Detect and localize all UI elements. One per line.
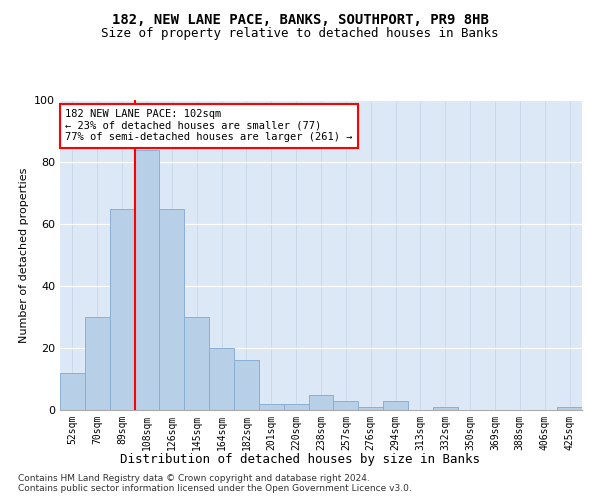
Bar — [209, 348, 234, 410]
Bar — [85, 317, 110, 410]
Bar — [259, 404, 284, 410]
Text: Contains HM Land Registry data © Crown copyright and database right 2024.: Contains HM Land Registry data © Crown c… — [18, 474, 370, 483]
Text: Distribution of detached houses by size in Banks: Distribution of detached houses by size … — [120, 452, 480, 466]
Bar — [60, 373, 85, 410]
Bar — [160, 208, 184, 410]
Bar — [110, 208, 134, 410]
Bar — [383, 400, 408, 410]
Bar — [433, 407, 458, 410]
Bar — [308, 394, 334, 410]
Bar — [234, 360, 259, 410]
Bar — [134, 150, 160, 410]
Text: 182 NEW LANE PACE: 102sqm
← 23% of detached houses are smaller (77)
77% of semi-: 182 NEW LANE PACE: 102sqm ← 23% of detac… — [65, 110, 353, 142]
Bar — [284, 404, 308, 410]
Text: Size of property relative to detached houses in Banks: Size of property relative to detached ho… — [101, 28, 499, 40]
Bar — [334, 400, 358, 410]
Text: 182, NEW LANE PACE, BANKS, SOUTHPORT, PR9 8HB: 182, NEW LANE PACE, BANKS, SOUTHPORT, PR… — [112, 12, 488, 26]
Y-axis label: Number of detached properties: Number of detached properties — [19, 168, 29, 342]
Bar — [184, 317, 209, 410]
Bar — [358, 407, 383, 410]
Bar — [557, 407, 582, 410]
Text: Contains public sector information licensed under the Open Government Licence v3: Contains public sector information licen… — [18, 484, 412, 493]
